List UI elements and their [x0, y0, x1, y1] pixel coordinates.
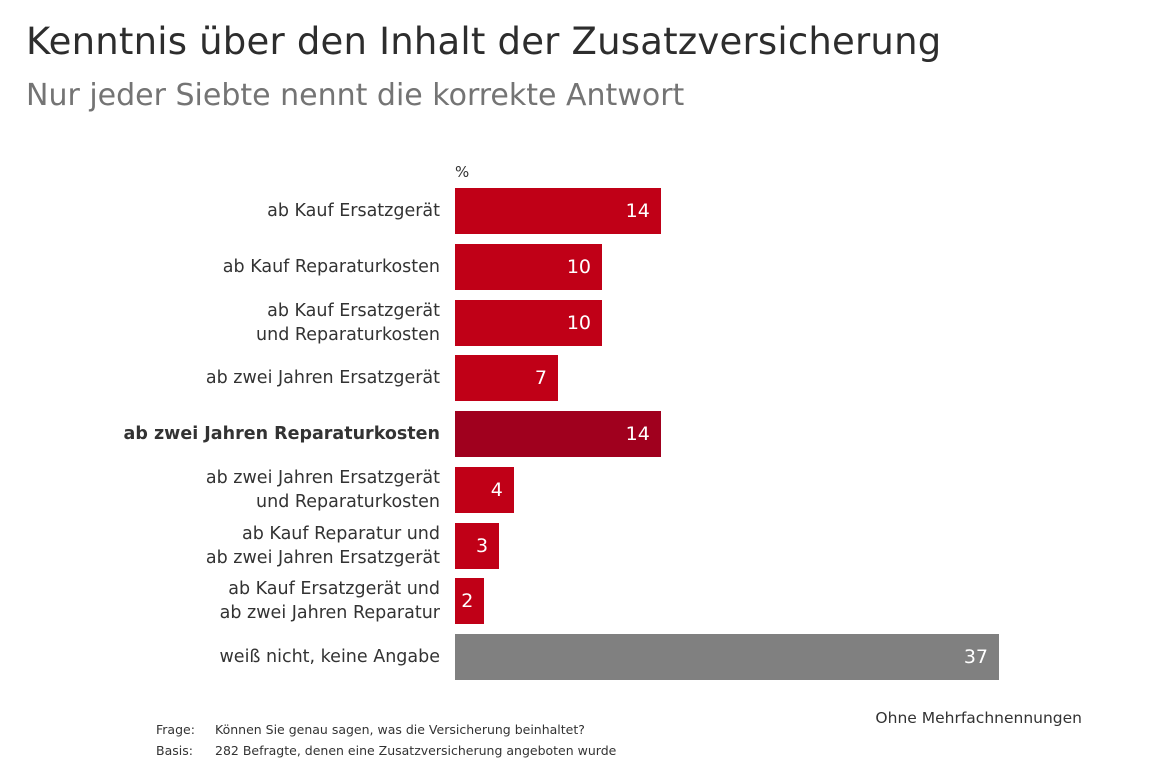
- category-label-text: ab Kauf Ersatzgerät: [267, 201, 440, 221]
- bar: 10: [455, 243, 603, 290]
- data-label: 4: [490, 478, 503, 501]
- data-label: 14: [625, 200, 650, 222]
- data-label: 14: [625, 423, 650, 445]
- note-no-multiple-answers: Ohne Mehrfachnennungen: [875, 709, 1082, 727]
- footnote-basis-key: Basis:: [156, 743, 193, 758]
- data-label: 10: [566, 255, 592, 278]
- category-label: ab Kauf Ersatzgerät: [20, 188, 440, 234]
- chart-subtitle: Nur jeder Siebte nennt die korrekte Antw…: [26, 78, 685, 113]
- category-label-text: weiß nicht, keine Angabe: [219, 647, 440, 667]
- category-label-text: ab Kauf Reparaturkosten: [222, 256, 440, 277]
- unit-label: %: [455, 163, 470, 181]
- category-label: ab Kauf Reparaturkosten: [20, 244, 440, 290]
- data-label: 37: [963, 646, 988, 668]
- bar: 2: [455, 578, 485, 625]
- category-label: ab Kauf Ersatzgerät und Reparaturkosten: [20, 300, 440, 346]
- category-label-text: ab Kauf Reparatur und ab zwei Jahren Ers…: [205, 523, 440, 568]
- data-label: 7: [534, 367, 547, 390]
- bar: 7: [455, 355, 558, 402]
- footnote-basis-text: 282 Befragte, denen eine Zusatzversicher…: [215, 743, 617, 758]
- category-label: ab zwei Jahren Ersatzgerät und Reparatur…: [20, 467, 440, 513]
- category-label-text: ab zwei Jahren Ersatzgerät: [205, 368, 440, 389]
- footnote-basis: Basis: 282 Befragte, denen eine Zusatzver…: [156, 743, 616, 758]
- footnote-question: Frage: Können Sie genau sagen, was die Ve…: [156, 722, 585, 737]
- bar: 4: [455, 466, 514, 513]
- chart-title: Kenntnis über den Inhalt der Zusatzversi…: [26, 20, 942, 63]
- data-label: 10: [566, 311, 592, 334]
- category-label: ab Kauf Reparatur und ab zwei Jahren Ers…: [20, 523, 440, 569]
- bar-highlight: 14: [455, 411, 661, 457]
- footnote-question-text: Können Sie genau sagen, was die Versiche…: [215, 722, 585, 737]
- bar: 14: [455, 188, 661, 234]
- category-label: ab Kauf Ersatzgerät und ab zwei Jahren R…: [20, 578, 440, 624]
- footnote-question-key: Frage:: [156, 722, 195, 737]
- category-label: ab zwei Jahren Reparaturkosten: [20, 411, 440, 457]
- category-label-text: ab Kauf Ersatzgerät und ab zwei Jahren R…: [219, 579, 440, 624]
- data-label: 2: [461, 590, 474, 613]
- category-label-text: ab zwei Jahren Ersatzgerät und Reparatur…: [205, 467, 440, 512]
- category-label: weiß nicht, keine Angabe: [20, 634, 440, 680]
- data-label: 3: [476, 534, 489, 557]
- category-label: ab zwei Jahren Ersatzgerät: [20, 355, 440, 401]
- bar-neutral: 37: [455, 634, 999, 680]
- category-label-text: ab zwei Jahren Reparaturkosten: [123, 424, 440, 444]
- bar: 10: [455, 299, 603, 346]
- category-label-text: ab Kauf Ersatzgerät und Reparaturkosten: [256, 300, 440, 345]
- bar: 3: [455, 522, 500, 569]
